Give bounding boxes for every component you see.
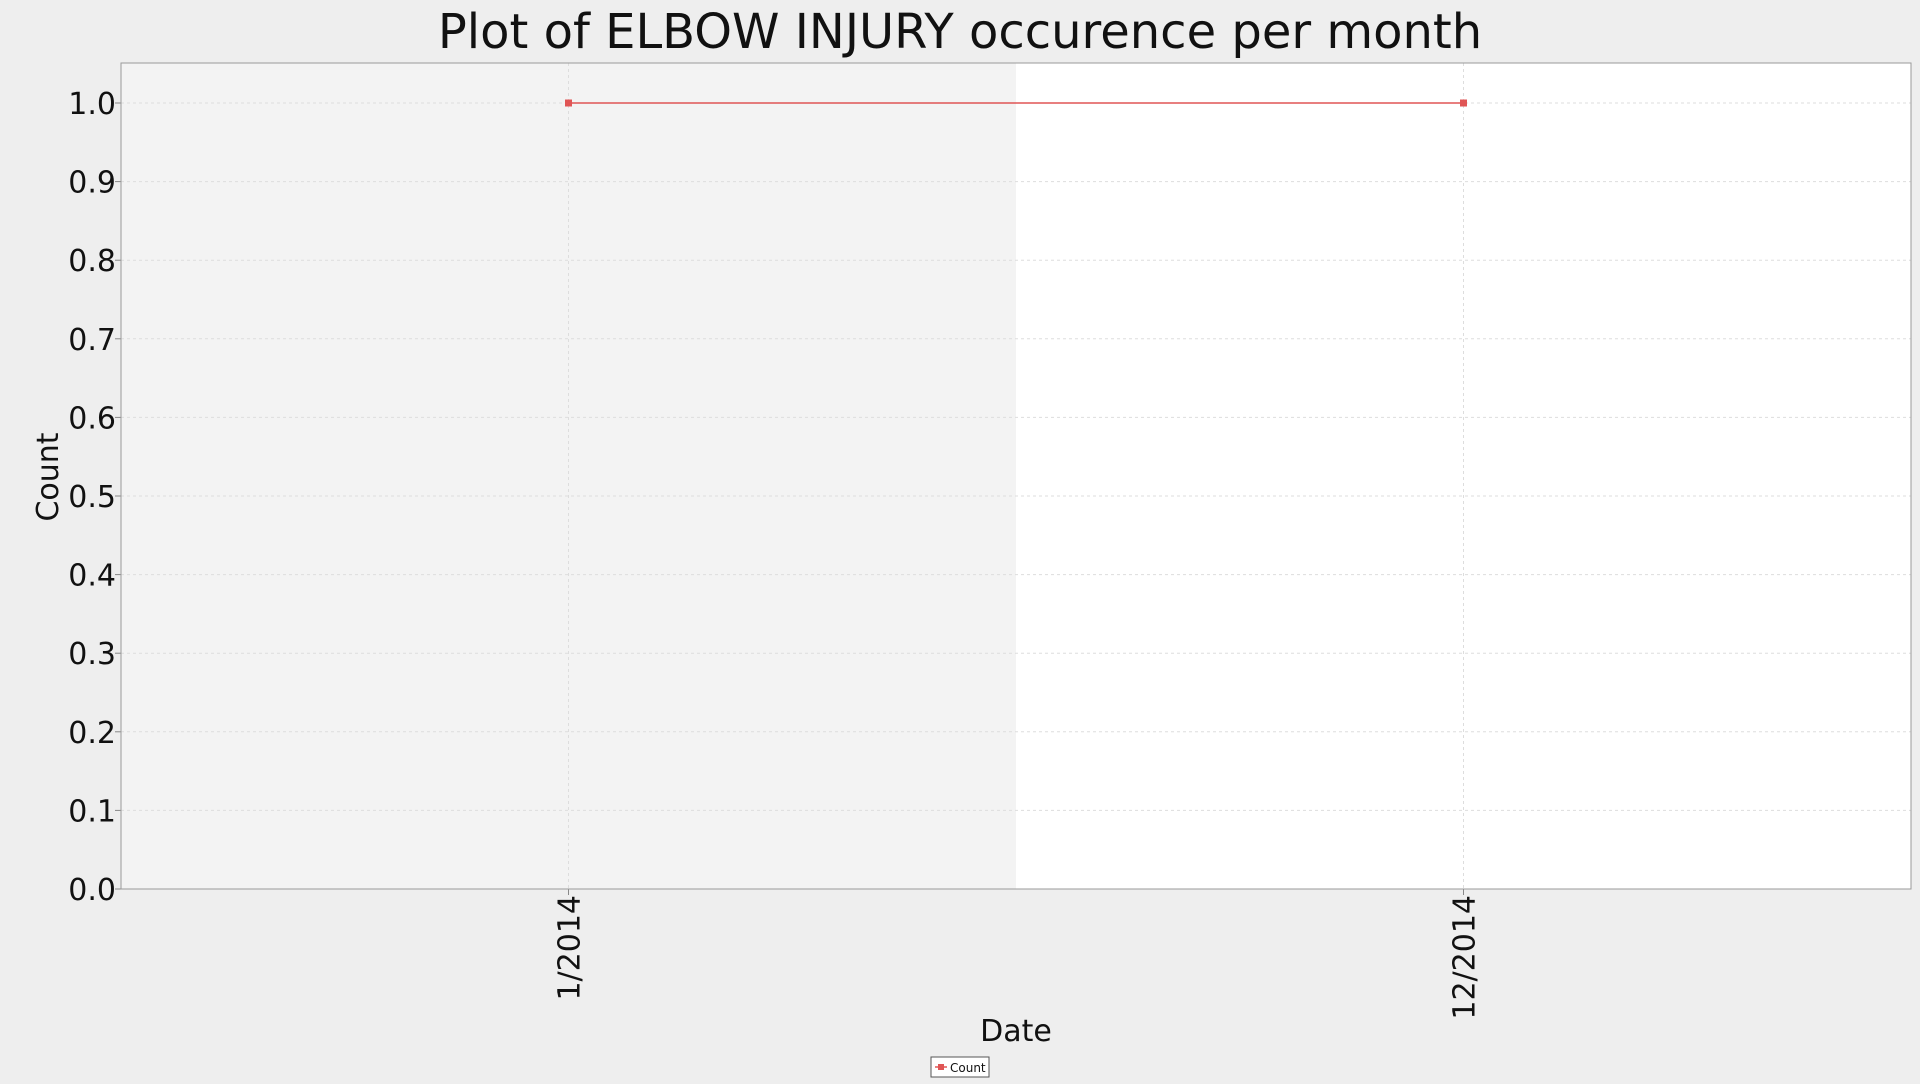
y-tick-label: 0.0 xyxy=(68,873,116,908)
legend-box xyxy=(930,1056,990,1078)
plot-area: 0.0 0.1 0.2 0.3 0.4 0.5 0.6 0.7 0.8 0.9 1.0 1/2014 1… xyxy=(68,62,1912,1020)
y-tick-label: 0.4 xyxy=(68,559,116,594)
chart-title: Plot of ELBOW INJURY occurence per month xyxy=(438,4,1482,60)
x-tick-label: 12/2014 xyxy=(1448,895,1483,1020)
data-point xyxy=(565,99,572,107)
y-tick-label: 0.8 xyxy=(68,244,116,279)
x-tick-label: 1/2014 xyxy=(553,895,588,1001)
legend: Count xyxy=(930,1056,990,1078)
y-tick-label: 0.3 xyxy=(68,637,116,672)
category-band xyxy=(1016,63,1911,889)
y-tick-label: 0.9 xyxy=(68,166,116,201)
legend-swatch-marker xyxy=(938,1064,944,1070)
y-tick-label: 0.2 xyxy=(68,716,116,751)
y-tick-label: 0.7 xyxy=(68,323,116,358)
data-point xyxy=(1460,99,1467,107)
x-axis-label: Date xyxy=(980,1014,1052,1049)
y-tick-label: 0.6 xyxy=(68,401,116,436)
y-tick-label: 0.5 xyxy=(68,480,116,515)
y-tick-label: 0.1 xyxy=(68,794,116,829)
category-band xyxy=(121,63,1016,889)
legend-label: Count xyxy=(950,1061,986,1075)
plot-frame xyxy=(120,62,1912,890)
y-axis-label: Count xyxy=(31,432,66,521)
y-tick-label: 1.0 xyxy=(68,87,116,122)
